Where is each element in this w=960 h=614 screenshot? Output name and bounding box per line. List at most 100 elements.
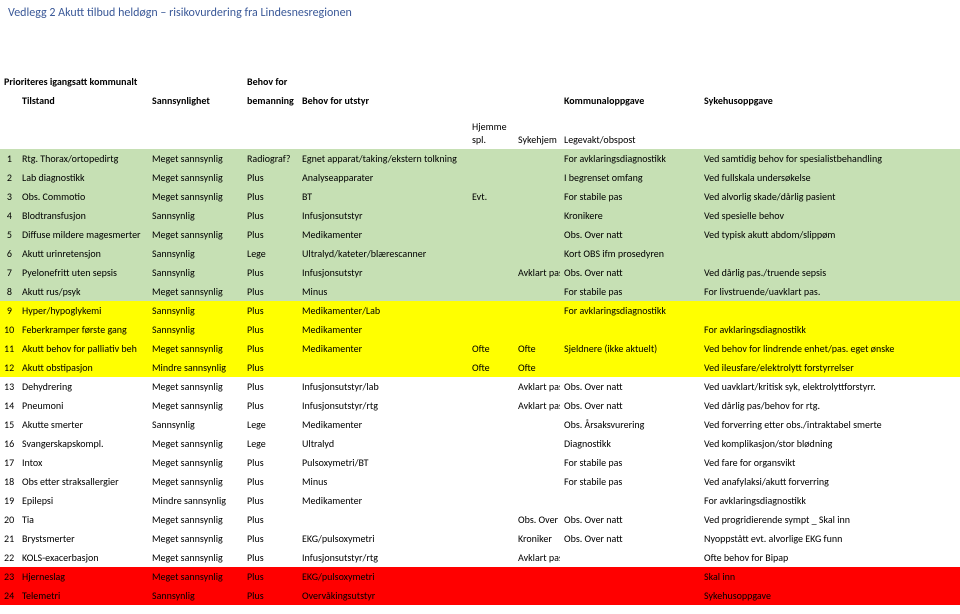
cell-sannsynlighet: Sannsynlig	[148, 301, 243, 320]
cell-hjemme	[468, 301, 514, 320]
cell-sannsynlighet: Meget sannsynlig	[148, 282, 243, 301]
cell-sykehusoppgave: Ved anafylaksi/akutt forverring	[700, 472, 960, 491]
cell-sannsynlighet: Meget sannsynlig	[148, 434, 243, 453]
cell-kommunaloppgave: For avklaringsdiagnostikk	[560, 149, 700, 168]
cell-utstyr: Medikamenter	[298, 320, 468, 339]
row-number: 9	[0, 301, 18, 320]
table-row: 15Akutte smerterSannsynligLegeMedikament…	[0, 415, 960, 434]
cell-bemanning: Plus	[243, 453, 298, 472]
cell-utstyr: Infusjonsutstyr	[298, 263, 468, 282]
cell-kommunaloppgave	[560, 567, 700, 586]
row-number: 10	[0, 320, 18, 339]
hdr-bem: bemanning	[243, 91, 298, 110]
cell-sykehjem	[514, 244, 560, 263]
cell-tilstand: Akutt rus/psyk	[18, 282, 148, 301]
row-number: 21	[0, 529, 18, 548]
cell-sannsynlighet: Sannsynlig	[148, 586, 243, 605]
cell-sannsynlighet: Mindre sannsynlig	[148, 491, 243, 510]
cell-kommunaloppgave: For stabile pas	[560, 187, 700, 206]
cell-utstyr: Ultralyd	[298, 434, 468, 453]
main-table: Prioriteres igangsatt kommunalt Behov fo…	[0, 72, 960, 605]
cell-kommunaloppgave: Obs. Over natt	[560, 225, 700, 244]
header-row-3: Hjemme spl. Sykehjem Legevakt/obspost	[0, 110, 960, 149]
cell-bemanning: Plus	[243, 377, 298, 396]
cell-sykehjem: Avklart pas	[514, 377, 560, 396]
table-row: 20TiaMeget sannsynligPlusObs. Over nattO…	[0, 510, 960, 529]
table-row: 6Akutt urinretensjonSannsynligLegeUltral…	[0, 244, 960, 263]
cell-tilstand: Lab diagnostikk	[18, 168, 148, 187]
cell-sykehjem	[514, 320, 560, 339]
cell-sannsynlighet: Sannsynlig	[148, 206, 243, 225]
cell-bemanning: Plus	[243, 168, 298, 187]
cell-kommunaloppgave: Obs. Over natt	[560, 377, 700, 396]
cell-sykehusoppgave: Ved dårlig pas/behov for rtg.	[700, 396, 960, 415]
row-number: 12	[0, 358, 18, 377]
cell-hjemme	[468, 396, 514, 415]
cell-sannsynlighet: Mindre sannsynlig	[148, 358, 243, 377]
cell-sannsynlighet: Meget sannsynlig	[148, 339, 243, 358]
cell-sykehusoppgave: For avklaringsdiagnostikk	[700, 320, 960, 339]
cell-bemanning: Plus	[243, 396, 298, 415]
table-row: 23HjerneslagMeget sannsynligPlusEKG/puls…	[0, 567, 960, 586]
cell-sykehjem	[514, 225, 560, 244]
table-body: 1Rtg. Thorax/ortopedirtgMeget sannsynlig…	[0, 149, 960, 605]
cell-sykehjem	[514, 282, 560, 301]
cell-sykehjem	[514, 301, 560, 320]
cell-bemanning: Lege	[243, 415, 298, 434]
cell-sykehjem	[514, 187, 560, 206]
cell-kommunaloppgave	[560, 586, 700, 605]
row-number: 7	[0, 263, 18, 282]
table-row: 4BlodtransfusjonSannsynligPlusInfusjonsu…	[0, 206, 960, 225]
row-number: 22	[0, 548, 18, 567]
cell-hjemme	[468, 472, 514, 491]
cell-hjemme	[468, 320, 514, 339]
hdr-sann: Sannsynlighet	[148, 91, 243, 110]
cell-sykehjem	[514, 567, 560, 586]
cell-sykehusoppgave: For livstruende/uavklart pas.	[700, 282, 960, 301]
cell-sykehjem	[514, 206, 560, 225]
header-row-2: Tilstand Sannsynlighet bemanning Behov f…	[0, 91, 960, 110]
table-row: 10Feberkramper første gangSannsynligPlus…	[0, 320, 960, 339]
row-number: 4	[0, 206, 18, 225]
header-row-1: Prioriteres igangsatt kommunalt Behov fo…	[0, 72, 960, 91]
cell-hjemme: Evt.	[468, 187, 514, 206]
cell-bemanning: Plus	[243, 263, 298, 282]
cell-bemanning: Plus	[243, 301, 298, 320]
cell-kommunaloppgave: I begrenset omfang	[560, 168, 700, 187]
cell-tilstand: Telemetri	[18, 586, 148, 605]
cell-bemanning: Radiograf?	[243, 149, 298, 168]
hdr-prior: Prioriteres igangsatt kommunalt	[0, 72, 148, 91]
cell-kommunaloppgave: Sjeldnere (ikke aktuelt)	[560, 339, 700, 358]
cell-tilstand: Pneumoni	[18, 396, 148, 415]
cell-kommunaloppgave: Obs. Over natt	[560, 263, 700, 282]
table-row: 7Pyelonefritt uten sepsisSannsynligPlusI…	[0, 263, 960, 282]
row-number: 14	[0, 396, 18, 415]
table-row: 12Akutt obstipasjonMindre sannsynligPlus…	[0, 358, 960, 377]
cell-tilstand: Akutt obstipasjon	[18, 358, 148, 377]
cell-bemanning: Plus	[243, 529, 298, 548]
cell-utstyr: Infusjonsutstyr/rtg	[298, 396, 468, 415]
row-number: 6	[0, 244, 18, 263]
cell-sykehusoppgave: Ved fullskala undersøkelse	[700, 168, 960, 187]
table-row: 1Rtg. Thorax/ortopedirtgMeget sannsynlig…	[0, 149, 960, 168]
cell-sykehusoppgave: Ved ileusfare/elektrolytt forstyrrelser	[700, 358, 960, 377]
cell-sykehjem	[514, 415, 560, 434]
cell-kommunaloppgave: For stabile pas	[560, 472, 700, 491]
hdr-komm: Kommunaloppgave	[560, 91, 700, 110]
cell-tilstand: Intox	[18, 453, 148, 472]
row-number: 3	[0, 187, 18, 206]
cell-bemanning: Plus	[243, 206, 298, 225]
table-row: 13DehydreringMeget sannsynligPlusInfusjo…	[0, 377, 960, 396]
cell-kommunaloppgave: Obs. Over natt	[560, 510, 700, 529]
table-row: 18Obs etter straksallergierMeget sannsyn…	[0, 472, 960, 491]
cell-kommunaloppgave	[560, 320, 700, 339]
cell-tilstand: Akutte smerter	[18, 415, 148, 434]
cell-hjemme	[468, 225, 514, 244]
cell-sykehusoppgave: Sykehusoppgave	[700, 586, 960, 605]
row-number: 5	[0, 225, 18, 244]
hdr-empty	[148, 72, 243, 91]
cell-sannsynlighet: Sannsynlig	[148, 244, 243, 263]
cell-utstyr	[298, 358, 468, 377]
cell-sykehjem: Kroniker	[514, 529, 560, 548]
cell-sykehjem: Avklart pas	[514, 263, 560, 282]
